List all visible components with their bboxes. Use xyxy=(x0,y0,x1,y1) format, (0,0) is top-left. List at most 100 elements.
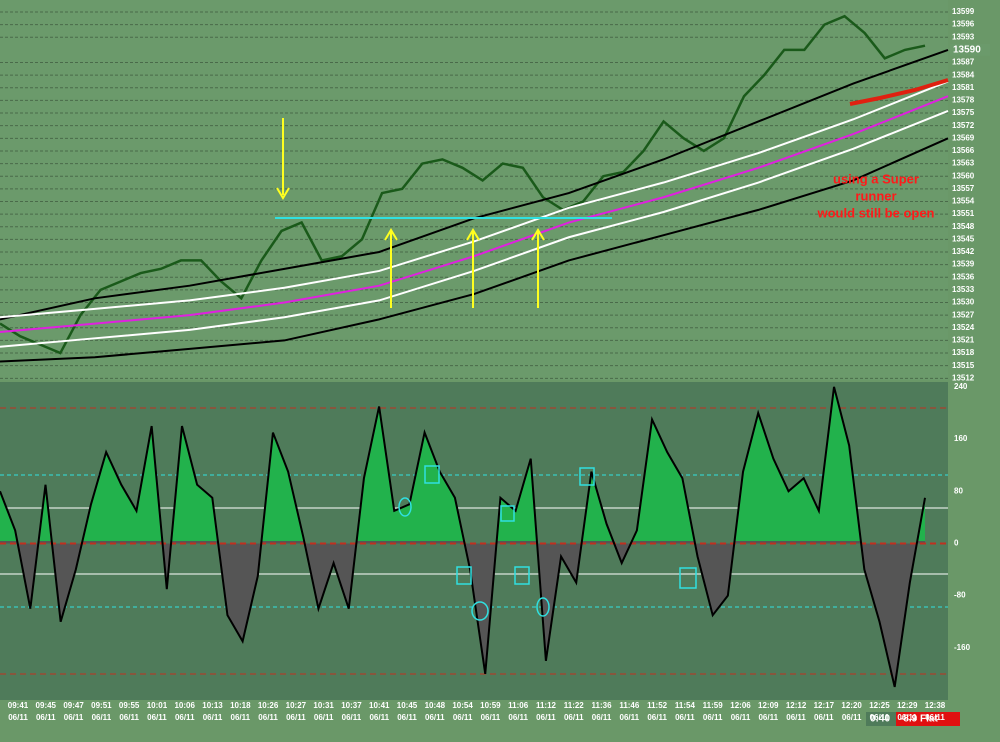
price-tick-label: 13545 xyxy=(952,234,975,243)
price-tick-label: 13569 xyxy=(952,133,975,142)
date-label: 06/11 xyxy=(592,713,612,722)
time-label: 10:41 xyxy=(369,701,390,710)
date-label: 06/11 xyxy=(925,713,945,722)
price-tick-label: 13527 xyxy=(952,310,975,319)
position-box xyxy=(896,712,960,726)
time-label: 10:01 xyxy=(147,701,168,710)
time-label: 10:31 xyxy=(313,701,334,710)
price-tick-label: 13515 xyxy=(952,361,975,370)
time-label: 10:37 xyxy=(341,701,362,710)
price-tick-label: 13578 xyxy=(952,96,975,105)
position: -8.9 Flat xyxy=(900,714,938,725)
price-tick-label: 13548 xyxy=(952,222,975,231)
date-label: 06/11 xyxy=(564,713,584,722)
time-label: 10:59 xyxy=(480,701,501,710)
date-label: 06/11 xyxy=(731,713,751,722)
time-label: 10:48 xyxy=(425,701,446,710)
time-label: 11:12 xyxy=(536,701,557,710)
time-label: 12:38 xyxy=(925,701,946,710)
price-tick-label: 13587 xyxy=(952,58,975,67)
date-label: 06/11 xyxy=(314,713,334,722)
price-tick-label: 13518 xyxy=(952,348,975,357)
date-label: 06/11 xyxy=(786,713,806,722)
time-label: 12:17 xyxy=(814,701,835,710)
date-label: 06/11 xyxy=(286,713,306,722)
time-label: 10:54 xyxy=(452,701,473,710)
price-tick-label: 13575 xyxy=(952,108,975,117)
time-label: 11:06 xyxy=(508,701,529,710)
date-label: 06/11 xyxy=(453,713,473,722)
last-price-box xyxy=(950,43,990,56)
time-label: 10:06 xyxy=(174,701,195,710)
time-label: 10:13 xyxy=(202,701,223,710)
drawings xyxy=(275,78,949,621)
time-label: 09:45 xyxy=(36,701,57,710)
osc-tick-label: 80 xyxy=(954,486,963,495)
price-tick-label: 13581 xyxy=(952,83,975,92)
date-label: 06/11 xyxy=(8,713,28,722)
time-label: 11:46 xyxy=(619,701,640,710)
date-label: 06/11 xyxy=(119,713,139,722)
osc-tick-label: 240 xyxy=(954,382,968,391)
date-label: 06/11 xyxy=(897,713,917,722)
time-label: 12:20 xyxy=(841,701,862,710)
price-tick-label: 13560 xyxy=(952,171,975,180)
time-label: 12:06 xyxy=(730,701,751,710)
osc-tick-label: -160 xyxy=(954,643,971,652)
date-label: 06/11 xyxy=(508,713,528,722)
time-label: 11:36 xyxy=(592,701,613,710)
osc-negative-area xyxy=(0,541,925,687)
date-label: 06/11 xyxy=(147,713,167,722)
date-label: 06/11 xyxy=(425,713,445,722)
annotation: runner xyxy=(855,188,896,203)
date-label: 06/11 xyxy=(703,713,723,722)
date-label: 06/11 xyxy=(36,713,56,722)
time-label: 11:59 xyxy=(703,701,724,710)
time-label: 09:55 xyxy=(119,701,140,710)
price-tick-label: 13566 xyxy=(952,146,975,155)
date-label: 06/11 xyxy=(203,713,223,722)
date-label: 06/11 xyxy=(175,713,195,722)
price-tick-label: 13557 xyxy=(952,184,975,193)
time-label: 11:22 xyxy=(564,701,585,710)
timer-box xyxy=(866,712,896,726)
last-price: 13590 xyxy=(953,45,981,56)
date-label: 06/11 xyxy=(64,713,84,722)
date-label: 06/11 xyxy=(536,713,556,722)
date-label: 06/11 xyxy=(870,713,890,722)
price-tick-label: 13536 xyxy=(952,272,975,281)
time-label: 12:12 xyxy=(786,701,807,710)
osc-tick-label: -80 xyxy=(954,591,966,600)
date-label: 06/11 xyxy=(342,713,362,722)
price-tick-label: 13599 xyxy=(952,7,975,16)
price-tick-label: 13524 xyxy=(952,323,975,332)
time-label: 09:41 xyxy=(8,701,29,710)
date-label: 06/11 xyxy=(814,713,834,722)
price-tick-label: 13593 xyxy=(952,32,975,41)
date-label: 06/11 xyxy=(231,713,251,722)
price-tick-label: 13563 xyxy=(952,159,975,168)
annotation: would still be open xyxy=(817,205,935,220)
price-tick-label: 13551 xyxy=(952,209,975,218)
time-label: 11:54 xyxy=(675,701,696,710)
time-label: 12:29 xyxy=(897,701,918,710)
price-tick-label: 13539 xyxy=(952,260,975,269)
time-label: 10:45 xyxy=(397,701,418,710)
price-tick-label: 13521 xyxy=(952,336,975,345)
price-line xyxy=(0,14,926,355)
timer: 0:40 xyxy=(870,714,890,725)
date-label: 06/11 xyxy=(758,713,778,722)
date-label: 06/11 xyxy=(258,713,278,722)
price-tick-label: 13584 xyxy=(952,70,975,79)
time-label: 10:18 xyxy=(230,701,251,710)
date-label: 06/11 xyxy=(647,713,667,722)
price-tick-label: 13533 xyxy=(952,285,975,294)
time-label: 11:52 xyxy=(647,701,668,710)
osc-tick-label: 0 xyxy=(954,539,959,548)
date-label: 06/11 xyxy=(675,713,695,722)
price-tick-label: 13572 xyxy=(952,121,975,130)
time-label: 10:26 xyxy=(258,701,279,710)
date-label: 06/11 xyxy=(397,713,417,722)
time-label: 12:25 xyxy=(869,701,890,710)
